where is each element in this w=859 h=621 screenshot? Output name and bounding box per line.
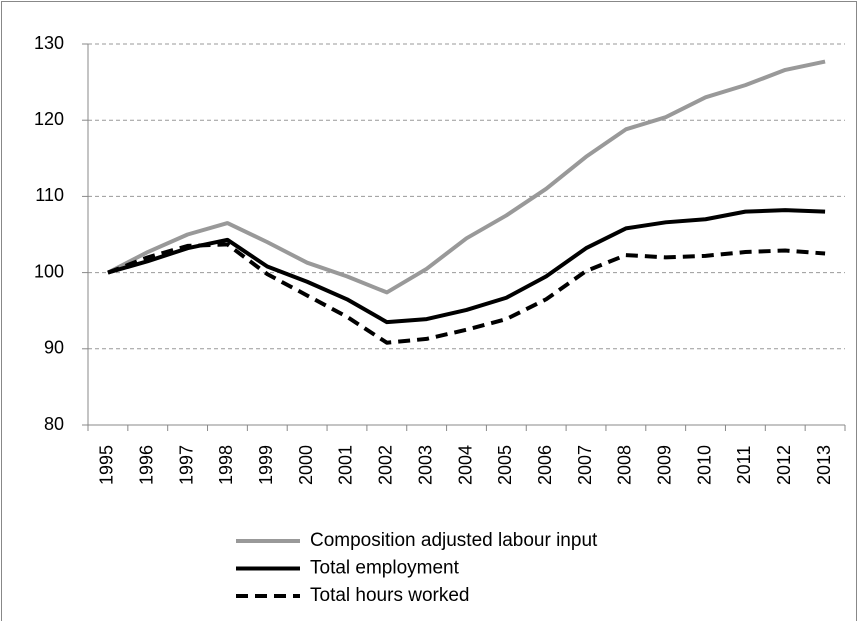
x-tick-label: 2000 [296,445,316,485]
x-tick-label: 1997 [176,445,196,485]
legend-label: Total hours worked [310,585,469,606]
x-tick-label: 2013 [814,445,834,485]
x-tick-label: 2004 [455,445,475,485]
x-tick-label: 2001 [336,445,356,485]
x-tick-label: 2009 [654,445,674,485]
legend-label: Total employment [310,558,460,579]
x-tick-label: 2003 [415,445,435,485]
y-tick-label: 130 [34,33,64,53]
x-tick-label: 2002 [376,445,396,485]
x-tick-label: 2006 [535,445,555,485]
y-tick-label: 110 [35,185,64,205]
x-tick-label: 2007 [575,445,595,485]
x-tick-label: 2011 [734,446,754,485]
x-tick-label: 2012 [774,445,794,485]
series-line [107,242,826,345]
x-tick-label: 1998 [216,445,236,485]
x-tick-label: 2005 [495,445,515,485]
y-tick-label: 120 [34,109,64,129]
x-tick-label: 1995 [97,445,117,485]
y-tick-label: 90 [44,338,64,358]
y-tick-label: 80 [44,414,64,434]
x-tick-label: 2008 [615,445,635,485]
x-tick-label: 1996 [137,445,157,485]
y-tick-label: 100 [34,261,64,281]
legend-label: Composition adjusted labour input [310,530,598,551]
series-line [107,208,826,325]
x-tick-label: 1999 [256,445,276,485]
x-tick-label: 2010 [694,445,714,485]
series-line [107,59,826,295]
